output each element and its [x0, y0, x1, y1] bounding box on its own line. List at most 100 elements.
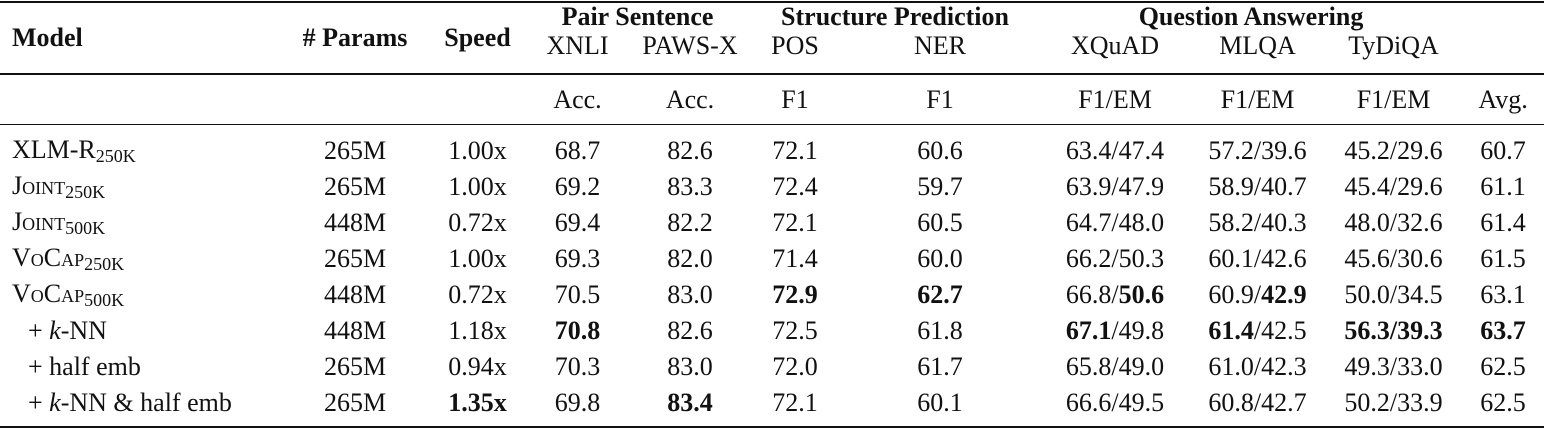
text-segment: + half emb — [28, 352, 141, 381]
column-header: XQuAD — [1070, 31, 1160, 60]
text-segment: 61.4 — [1208, 316, 1254, 345]
text-segment: XLM-R — [12, 135, 96, 164]
text-segment: 63.7 — [1480, 316, 1526, 345]
score: 60.5 — [917, 208, 963, 237]
score: 69.4 — [554, 208, 601, 237]
score: 45.6/30.6 — [1344, 244, 1443, 273]
header-row: Model # Params Speed Pair Sentence Struct… — [0, 2, 1544, 51]
score: 83.0 — [667, 280, 713, 309]
text-segment: 72.9 — [772, 280, 818, 309]
speed: 0.72x — [448, 280, 507, 309]
score: 72.4 — [772, 172, 818, 201]
text-segment: 1.35x — [448, 388, 507, 417]
score: 72.1 — [772, 136, 818, 165]
text-segment: k — [49, 316, 61, 345]
speed: 0.72x — [448, 208, 507, 237]
score: 66.8/50.6 — [1040, 277, 1190, 313]
speed: 0.94x — [448, 352, 507, 381]
data-row: + k-NN & half emb 265M 1.35x 69.8 83.4 72.1 60… — [0, 385, 1544, 427]
group-header: Pair Sentence — [561, 2, 714, 31]
score: 69.8 — [554, 388, 601, 417]
params: 265M — [323, 388, 387, 417]
speed: 1.00x — [448, 136, 507, 165]
model-name: Joint500K — [0, 205, 280, 241]
unit-label: F1/EM — [1220, 84, 1295, 114]
speed: 1.18x — [448, 316, 507, 345]
score: 60.6 — [917, 136, 963, 165]
speed: 1.35x — [430, 385, 525, 427]
data-row: + half emb 265M 0.94x 70.3 83.0 72.0 61.7 65.8/… — [0, 349, 1544, 385]
score: 82.6 — [667, 136, 713, 165]
score: 60.8/42.7 — [1208, 388, 1307, 417]
unit-label: Acc. — [553, 84, 602, 114]
units-row: Acc. Acc. F1 F1 F1/EM F1/EM F1/EM Avg. — [0, 74, 1544, 125]
score: 83.3 — [667, 172, 713, 201]
score: 83.0 — [667, 352, 713, 381]
score: 63.9/47.9 — [1065, 172, 1165, 201]
score: 68.7 — [554, 136, 601, 165]
text-segment: 500K — [65, 218, 106, 238]
params: 448M — [323, 280, 387, 309]
text-segment: VoCap — [12, 279, 85, 308]
column-header: NER — [914, 31, 966, 60]
header-row: XNLI PAWS-X POS NER XQuAD MLQA TyDiQA — [0, 31, 1544, 74]
score: 62.5 — [1480, 388, 1526, 417]
text-segment: 42.9 — [1261, 280, 1307, 309]
model-name: + k-NN — [0, 313, 280, 349]
column-header: PAWS-X — [642, 31, 738, 60]
score: 61.0/42.3 — [1208, 352, 1307, 381]
unit-label: F1/EM — [1356, 84, 1431, 114]
score: 61.5 — [1480, 244, 1526, 273]
score: 45.4/29.6 — [1344, 172, 1443, 201]
text-segment: 83.4 — [667, 388, 713, 417]
model-name: XLM-R250K — [0, 125, 280, 170]
score: 61.1 — [1480, 172, 1526, 201]
text-segment: 50.6 — [1118, 280, 1165, 309]
model-name: VoCap500K — [0, 277, 280, 313]
text-segment: -NN & half emb — [60, 388, 232, 417]
table-body: XLM-R250K 265M 1.00x 68.7 82.6 72.1 60.6 63.4/4… — [0, 125, 1544, 427]
unit-label: Acc. — [665, 84, 715, 114]
score: 67.1/49.8 — [1040, 313, 1190, 349]
model-name: + k-NN & half emb — [0, 385, 280, 427]
params: 448M — [323, 316, 387, 345]
params: 265M — [323, 352, 387, 381]
model-name: + half emb — [0, 349, 280, 385]
unit-label: F1/EM — [1078, 84, 1152, 114]
score: 66.6/49.5 — [1065, 388, 1165, 417]
score: 48.0/32.6 — [1344, 208, 1443, 237]
score: 57.2/39.6 — [1208, 136, 1307, 165]
text-segment: /49.8 — [1111, 316, 1165, 345]
text-segment: 250K — [84, 254, 125, 274]
score: 59.7 — [917, 172, 963, 201]
model-name: Joint250K — [0, 169, 280, 205]
text-segment: 250K — [95, 146, 136, 166]
data-row: Joint500K 448M 0.72x 69.4 82.2 72.1 60.5 64.7/4… — [0, 205, 1544, 241]
score: 61.7 — [917, 352, 963, 381]
speed: 1.00x — [448, 244, 507, 273]
score: 72.1 — [772, 388, 818, 417]
text-segment: 500K — [84, 290, 125, 310]
score: 58.9/40.7 — [1208, 172, 1307, 201]
model-name: VoCap250K — [0, 241, 280, 277]
data-row: + k-NN 448M 1.18x 70.8 82.6 72.5 61.8 67.1/49.8… — [0, 313, 1544, 349]
text-segment: 62.7 — [917, 280, 963, 309]
text-segment: 67.1 — [1065, 316, 1112, 345]
unit-label: F1 — [926, 84, 954, 114]
score: 82.0 — [667, 244, 713, 273]
score: 60.0 — [917, 244, 963, 273]
score: 63.1 — [1480, 280, 1526, 309]
score: 60.1/42.6 — [1208, 244, 1307, 273]
model-header: Model — [12, 23, 83, 52]
score: 64.7/48.0 — [1065, 208, 1165, 237]
speed: 1.00x — [448, 172, 507, 201]
score: 63.7 — [1462, 313, 1544, 349]
column-header: MLQA — [1219, 31, 1296, 60]
cell — [1462, 2, 1544, 31]
text-segment: 60.9/ — [1208, 280, 1262, 309]
text-segment: Joint — [12, 171, 66, 200]
text-segment: 250K — [65, 182, 106, 202]
score: 50.0/34.5 — [1344, 280, 1443, 309]
score: 69.2 — [554, 172, 601, 201]
score: 65.8/49.0 — [1065, 352, 1165, 381]
